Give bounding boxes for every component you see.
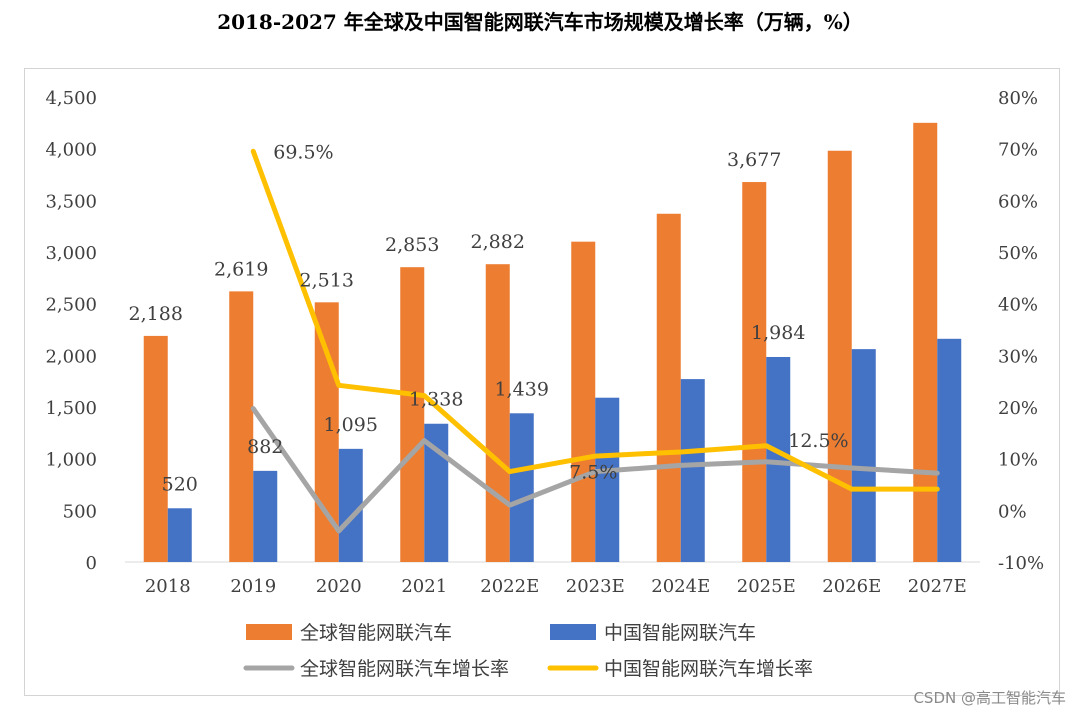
y-left-tick-label: 3,000: [45, 243, 97, 264]
data-label-china-sales: 1,338: [409, 389, 463, 411]
bar-china-sales: [167, 508, 192, 562]
legend-swatch: [246, 624, 292, 640]
y-left-tick-label: 4,000: [45, 140, 97, 161]
data-label-global-sales: 2,853: [385, 234, 439, 256]
bar-china-sales: [253, 470, 278, 562]
y-right-tick-label: 60%: [998, 191, 1038, 212]
bar-china-sales: [680, 379, 705, 562]
line-china-growth: [250, 148, 940, 492]
legend-label: 中国智能网联汽车增长率: [604, 658, 813, 680]
legend-label: 全球智能网联汽车: [300, 622, 452, 644]
data-label-china-sales: 520: [162, 473, 198, 495]
y-right-tick-label: 50%: [998, 243, 1038, 264]
bar-china-sales: [851, 349, 876, 562]
chart-title: 2018-2027 年全球及中国智能网联汽车市场规模及增长率（万辆，%）: [217, 10, 863, 34]
bar-china-sales: [595, 397, 620, 562]
bar-china-sales: [509, 413, 534, 562]
bar-global-sales: [656, 213, 681, 562]
data-label-global-sales: 3,677: [727, 149, 781, 171]
y-right-tick-label: 10%: [998, 450, 1038, 471]
legend-swatch: [550, 624, 596, 640]
data-label-china-sales: 1,984: [751, 322, 805, 344]
bar-global-sales: [827, 150, 852, 562]
bar-china-sales: [338, 448, 363, 562]
y-right-tick-label: 0%: [998, 501, 1027, 522]
x-tick-label: 2025E: [737, 576, 796, 597]
x-tick-label: 2024E: [651, 576, 710, 597]
y-left-tick-label: 1,000: [45, 450, 97, 471]
x-tick-label: 2022E: [480, 576, 539, 597]
data-label-global-sales: 2,513: [300, 269, 354, 291]
legend-label: 全球智能网联汽车增长率: [300, 658, 509, 680]
y-left-tick-label: 0: [86, 553, 97, 574]
data-label-global-growth: 7.5%: [569, 462, 617, 484]
x-tick-label: 2021: [401, 576, 447, 597]
bar-china-sales: [766, 356, 791, 562]
chart-frame: [24, 68, 1060, 696]
data-label-china-sales: 1,095: [324, 414, 378, 436]
y-right-tick-label: 40%: [998, 295, 1038, 316]
x-tick-label: 2026E: [822, 576, 881, 597]
bar-global-sales: [571, 241, 596, 562]
bar-global-sales: [229, 291, 254, 562]
data-label-china-growth: 12.5%: [788, 430, 848, 452]
y-left-tick-label: 1,500: [45, 398, 97, 419]
y-left-tick-label: 500: [63, 501, 97, 522]
x-tick-label: 2027E: [908, 576, 967, 597]
y-left-tick-label: 4,500: [45, 88, 97, 109]
line-global-growth: [250, 406, 940, 534]
data-label-china-sales: 882: [247, 436, 283, 458]
bar-global-sales: [400, 267, 425, 562]
bar-china-sales: [937, 338, 962, 562]
y-right-tick-label: 30%: [998, 346, 1038, 367]
y-right-tick-label: 70%: [998, 140, 1038, 161]
legend-label: 中国智能网联汽车: [604, 622, 756, 644]
bar-global-sales: [143, 335, 168, 562]
x-tick-label: 2019: [230, 576, 276, 597]
bar-global-sales: [485, 264, 510, 562]
y-left-tick-label: 2,500: [45, 295, 97, 316]
x-tick-label: 2018: [145, 576, 191, 597]
y-right-tick-label: 80%: [998, 88, 1038, 109]
watermark: CSDN @高工智能汽车: [913, 689, 1066, 707]
data-label-china-growth: 69.5%: [273, 141, 333, 163]
bar-global-sales: [913, 122, 938, 562]
y-right-tick-label: -10%: [998, 553, 1044, 574]
x-tick-label: 2020: [316, 576, 362, 597]
data-label-global-sales: 2,882: [471, 231, 525, 253]
y-right-tick-label: 20%: [998, 398, 1038, 419]
data-label-china-sales: 1,439: [495, 378, 549, 400]
bar-global-sales: [742, 182, 767, 562]
y-left-tick-label: 3,500: [45, 191, 97, 212]
x-tick-label: 2023E: [566, 576, 625, 597]
data-label-global-sales: 2,619: [214, 258, 268, 280]
y-left-tick-label: 2,000: [45, 346, 97, 367]
data-label-global-sales: 2,188: [129, 303, 183, 325]
